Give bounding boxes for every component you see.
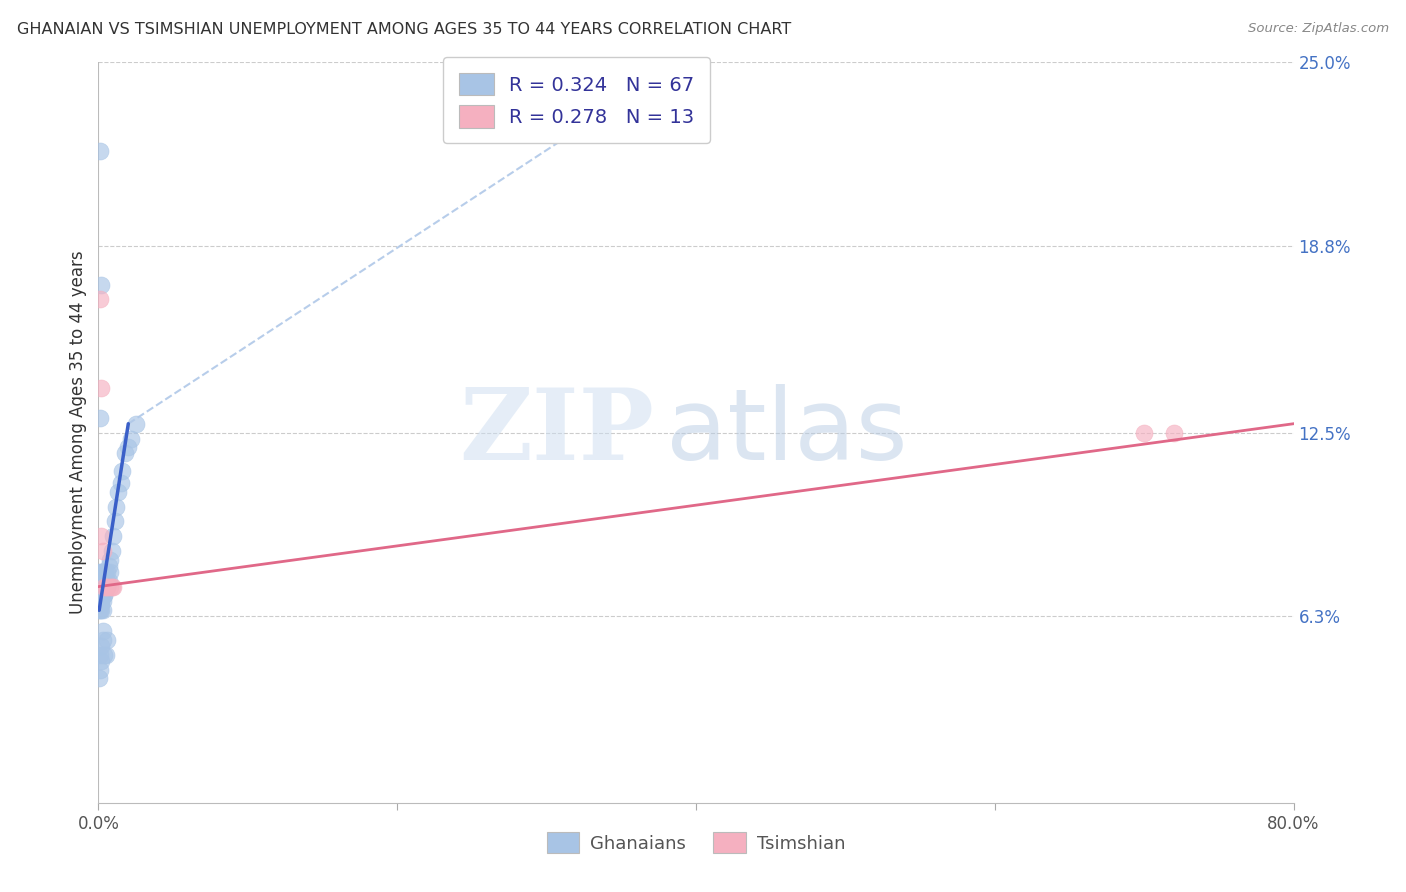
Point (104, 515, 127, 529)
Point (96, 574, 118, 588)
Point (98, 553, 122, 567)
Point (93, 574, 115, 588)
Point (90, 565, 112, 579)
Point (89, 293, 111, 307)
Point (91, 594, 114, 608)
Point (89, 589, 111, 603)
Point (93, 582, 115, 597)
Point (91, 544, 114, 558)
Point (90, 639, 112, 653)
Point (90, 585, 112, 599)
Point (101, 580, 124, 594)
Point (90, 594, 112, 608)
Point (91, 565, 114, 579)
Point (89, 663, 111, 677)
Point (101, 544, 124, 558)
Point (93, 648, 115, 662)
Text: atlas: atlas (666, 384, 908, 481)
Point (1133, 425, 1156, 440)
Point (114, 446, 136, 460)
Point (91, 580, 114, 594)
Point (97, 558, 120, 573)
Point (120, 432, 142, 446)
Point (90, 654, 112, 668)
Y-axis label: Unemployment Among Ages 35 to 44 years: Unemployment Among Ages 35 to 44 years (69, 251, 87, 615)
Point (89, 603, 111, 617)
Point (89, 591, 111, 606)
Point (90, 574, 112, 588)
Point (110, 475, 132, 490)
Point (89, 594, 111, 608)
Point (98, 565, 122, 579)
Point (89, 598, 111, 612)
Point (96, 580, 118, 594)
Point (91, 603, 114, 617)
Point (90, 582, 112, 597)
Text: GHANAIAN VS TSIMSHIAN UNEMPLOYMENT AMONG AGES 35 TO 44 YEARS CORRELATION CHART: GHANAIAN VS TSIMSHIAN UNEMPLOYMENT AMONG… (17, 22, 792, 37)
Point (89, 672, 111, 686)
Point (91, 632, 114, 647)
Point (89, 410, 111, 425)
Point (90, 591, 112, 606)
Point (90, 529, 112, 543)
Point (89, 580, 111, 594)
Point (90, 580, 112, 594)
Point (94, 648, 117, 662)
Point (103, 529, 125, 543)
Point (89, 582, 111, 597)
Point (96, 632, 118, 647)
Point (89, 589, 111, 603)
Point (89, 582, 111, 597)
Point (105, 500, 128, 514)
Point (89, 565, 111, 579)
Point (94, 565, 117, 579)
Point (90, 582, 112, 597)
Point (90, 574, 112, 588)
Point (89, 580, 111, 594)
Point (96, 580, 118, 594)
Point (94, 580, 117, 594)
Point (1163, 425, 1185, 440)
Point (87, 594, 110, 608)
Text: ZIP: ZIP (460, 384, 654, 481)
Point (90, 277, 112, 292)
Point (89, 603, 111, 617)
Point (93, 589, 115, 603)
Point (89, 145, 111, 159)
Point (91, 580, 114, 594)
Point (91, 589, 114, 603)
Point (91, 624, 114, 638)
Point (98, 580, 122, 594)
Point (89, 589, 111, 603)
Point (107, 484, 129, 499)
Point (89, 574, 111, 588)
Point (93, 580, 115, 594)
Point (97, 574, 120, 588)
Point (90, 603, 112, 617)
Point (96, 565, 118, 579)
Point (117, 441, 139, 455)
Point (90, 598, 112, 612)
Point (91, 574, 114, 588)
Legend: Ghanaians, Tsimshian: Ghanaians, Tsimshian (540, 825, 852, 861)
Point (89, 648, 111, 662)
Point (103, 580, 125, 594)
Text: Source: ZipAtlas.com: Source: ZipAtlas.com (1249, 22, 1389, 36)
Point (111, 464, 134, 478)
Point (90, 381, 112, 395)
Point (125, 417, 148, 431)
Point (94, 580, 117, 594)
Point (93, 589, 115, 603)
